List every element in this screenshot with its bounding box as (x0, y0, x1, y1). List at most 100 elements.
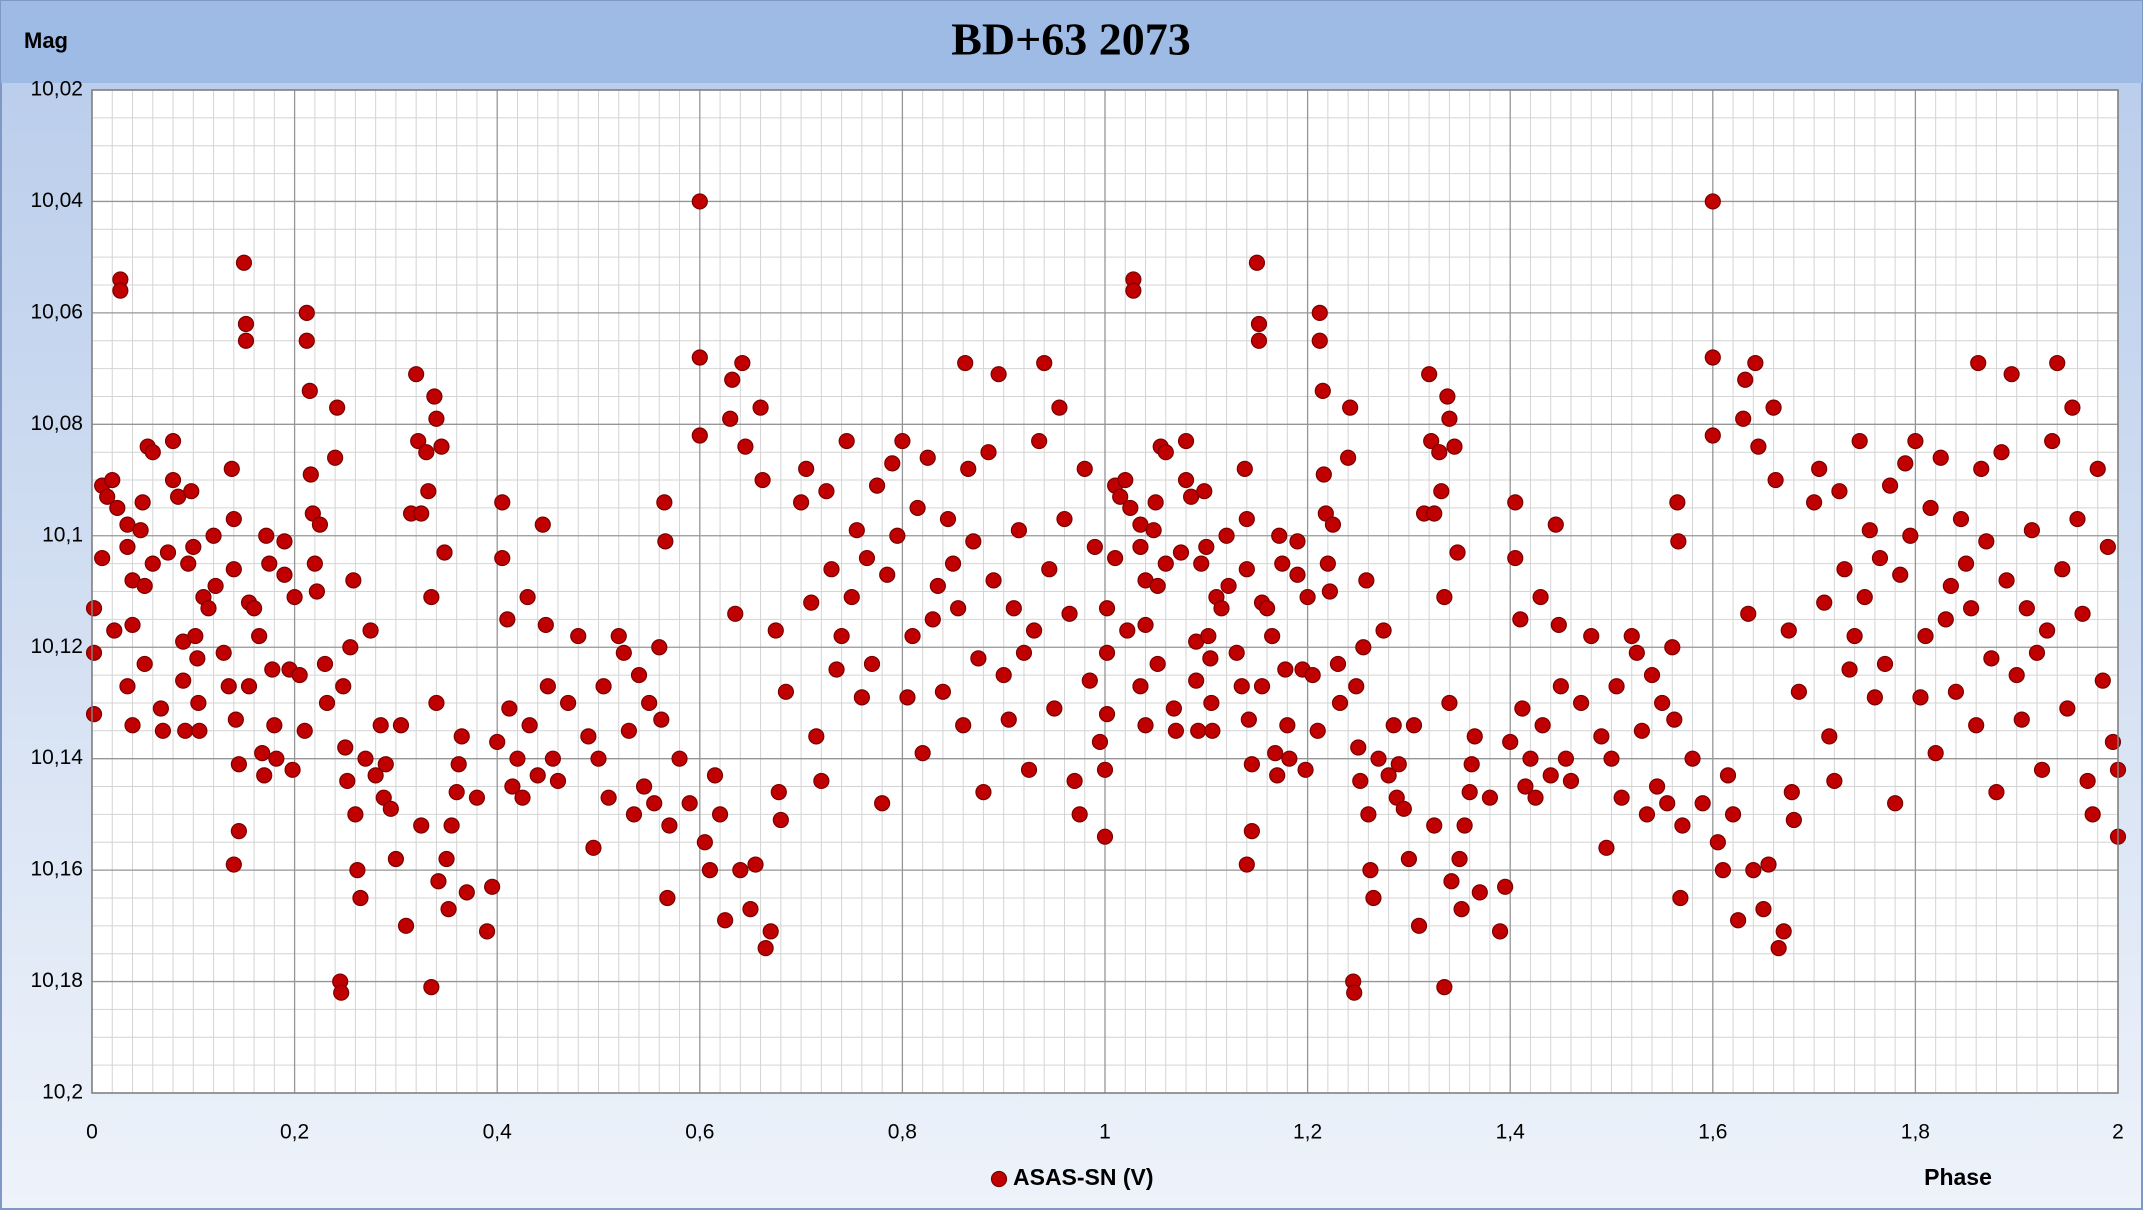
data-point (2023, 522, 2040, 539)
data-point (484, 878, 501, 895)
data-point (109, 499, 126, 517)
data-point (489, 733, 506, 751)
data-point (1507, 549, 1524, 567)
data-point (1177, 471, 1195, 489)
data-point (944, 555, 962, 572)
data-point (1866, 689, 1883, 706)
data-point (1947, 683, 1965, 700)
data-point (2089, 460, 2106, 478)
data-point (1362, 862, 1379, 879)
data-point (1165, 700, 1182, 717)
data-point (1826, 772, 1843, 790)
data-point (1269, 767, 1286, 784)
data-point (1061, 605, 1078, 622)
x-tick-label: 1,4 (1496, 1121, 1526, 1144)
data-point (838, 432, 855, 450)
data-point (1730, 912, 1747, 929)
data-point (1922, 499, 1939, 517)
data-point (85, 705, 103, 723)
data-point (1421, 366, 1438, 383)
data-point (329, 399, 346, 416)
data-point (308, 583, 325, 600)
data-point (1297, 761, 1314, 778)
data-point (1684, 750, 1701, 767)
data-point (187, 627, 204, 645)
data-point (1277, 661, 1294, 678)
data-point (1122, 499, 1139, 517)
data-point (534, 516, 551, 533)
data-point (1395, 800, 1412, 817)
title-bar (1, 1, 2142, 83)
data-point (225, 856, 242, 873)
data-point (1856, 588, 1873, 606)
data-point (185, 538, 202, 556)
data-point (428, 410, 445, 427)
data-point (1897, 455, 1914, 472)
data-point (1311, 332, 1328, 349)
data-point (924, 611, 941, 628)
data-point (327, 449, 344, 466)
data-point (1267, 744, 1284, 762)
data-point (430, 873, 447, 890)
data-point (1248, 254, 1266, 271)
data-point (1583, 627, 1600, 645)
data-point (191, 722, 208, 739)
data-point (1522, 750, 1539, 767)
data-point (264, 661, 281, 678)
data-point (2008, 666, 2025, 684)
y-tick-label: 10,08 (30, 412, 83, 435)
data-point (132, 522, 149, 539)
legend-marker (990, 1170, 1008, 1188)
data-point (99, 488, 116, 505)
data-point (727, 605, 744, 622)
data-point (544, 750, 562, 767)
data-point (387, 850, 404, 868)
data-point (413, 817, 430, 834)
data-point (1203, 694, 1220, 712)
data-point (1436, 979, 1453, 996)
data-point (349, 862, 366, 879)
data-point (1841, 661, 1858, 678)
x-axis-label: Phase (1924, 1164, 1992, 1190)
data-point (1957, 555, 1975, 572)
data-point (1236, 460, 1253, 478)
data-point (1228, 644, 1245, 661)
data-point (1274, 555, 1291, 572)
data-point (1172, 544, 1190, 561)
data-point (254, 744, 271, 762)
data-point (443, 817, 460, 834)
data-point (1892, 566, 1909, 583)
data-point (914, 744, 931, 762)
y-tick-label: 10,1 (42, 523, 83, 546)
data-point (570, 627, 587, 645)
data-point (1669, 494, 1686, 511)
data-point (620, 722, 637, 739)
data-point (1096, 761, 1114, 778)
y-tick-label: 10,18 (30, 969, 83, 992)
data-point (1358, 572, 1375, 589)
data-point (1342, 399, 1359, 416)
data-point (316, 655, 334, 673)
data-point (423, 588, 440, 606)
data-point (1785, 811, 1802, 829)
data-point (950, 600, 967, 617)
data-point (256, 767, 273, 784)
data-point (1436, 588, 1453, 606)
data-point (1664, 639, 1681, 656)
data-point (144, 555, 161, 572)
data-point (1514, 700, 1531, 717)
data-point (207, 577, 224, 595)
data-point (1831, 483, 1848, 500)
data-point (164, 471, 182, 489)
data-point (468, 789, 486, 806)
data-point (183, 483, 200, 500)
data-point (1912, 689, 1929, 706)
data-point (691, 193, 708, 210)
data-point (337, 739, 354, 756)
data-point (752, 399, 769, 416)
data-point (1735, 410, 1752, 427)
data-point (1633, 722, 1650, 739)
data-point (1433, 483, 1450, 500)
data-point (1666, 711, 1683, 728)
data-point (874, 795, 891, 812)
